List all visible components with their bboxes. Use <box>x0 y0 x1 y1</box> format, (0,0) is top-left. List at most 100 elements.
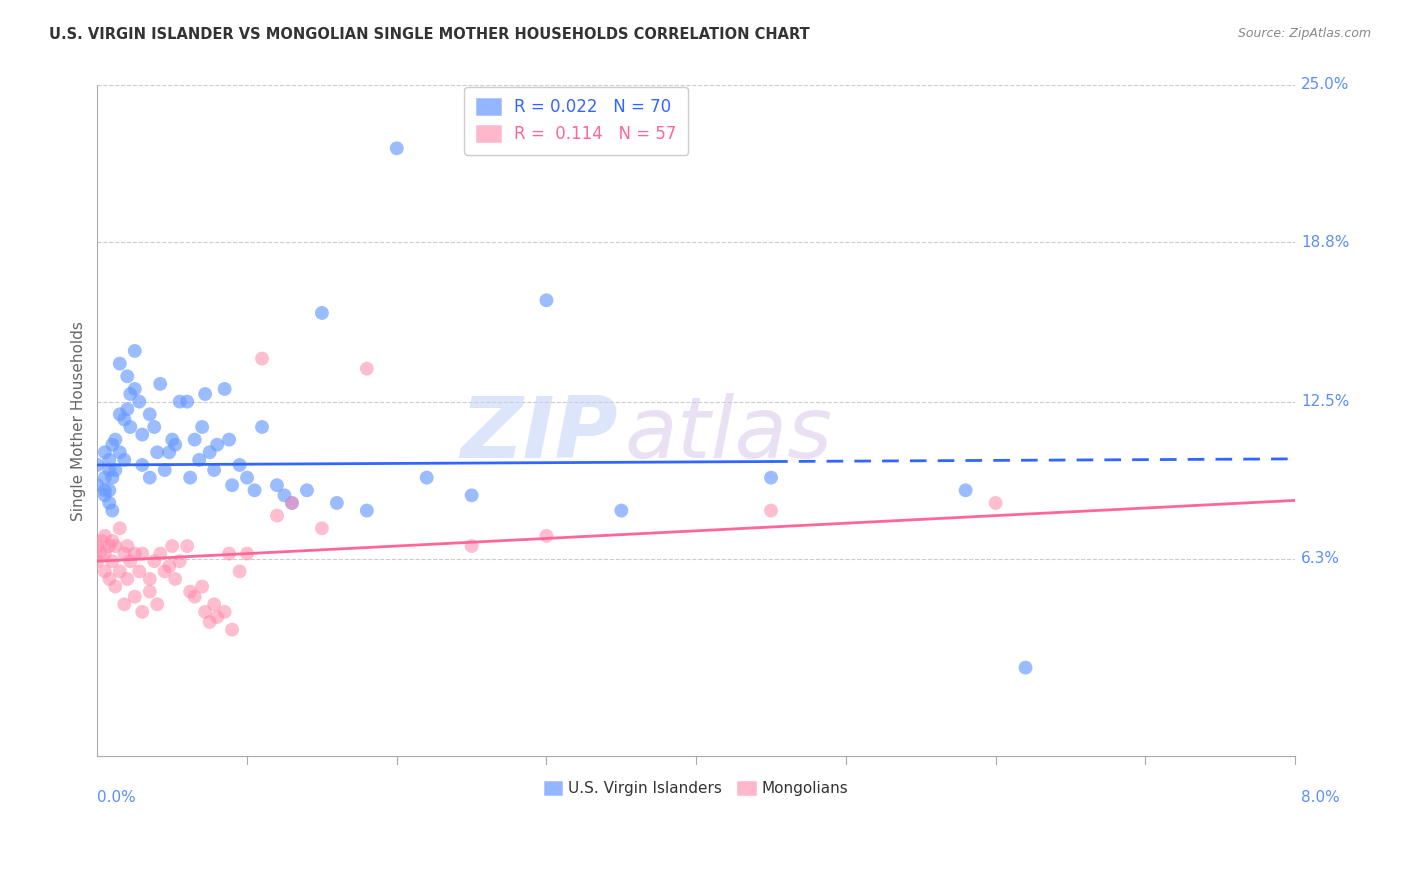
Point <box>104 433 127 447</box>
Point <box>385 141 408 155</box>
Point <box>89 547 111 561</box>
Point <box>536 293 558 308</box>
Point <box>124 382 146 396</box>
Point <box>218 433 240 447</box>
Point <box>160 539 183 553</box>
Point <box>86 478 108 492</box>
Point <box>198 445 221 459</box>
Point <box>104 463 127 477</box>
Point <box>131 458 153 472</box>
Point <box>128 565 150 579</box>
Point <box>94 445 117 459</box>
Point <box>143 420 166 434</box>
Point <box>101 503 124 517</box>
Point <box>460 488 482 502</box>
Point <box>124 343 146 358</box>
Point <box>90 533 112 548</box>
Point <box>250 351 273 366</box>
Point <box>176 394 198 409</box>
Point <box>311 521 333 535</box>
Point <box>228 565 250 579</box>
Point <box>131 427 153 442</box>
Point <box>149 547 172 561</box>
Point <box>191 420 214 434</box>
Point <box>117 539 139 553</box>
Point <box>117 572 139 586</box>
Point <box>326 496 349 510</box>
Point <box>98 453 121 467</box>
Point <box>98 496 121 510</box>
Point <box>759 470 782 484</box>
Point <box>101 554 124 568</box>
Point <box>108 357 131 371</box>
Text: U.S. VIRGIN ISLANDER VS MONGOLIAN SINGLE MOTHER HOUSEHOLDS CORRELATION CHART: U.S. VIRGIN ISLANDER VS MONGOLIAN SINGLE… <box>49 27 810 42</box>
Text: atlas: atlas <box>624 392 832 475</box>
Point <box>98 483 121 498</box>
Point <box>146 597 169 611</box>
Point <box>112 453 135 467</box>
Text: 0.0%: 0.0% <box>97 789 136 805</box>
Point <box>214 605 236 619</box>
Point <box>218 547 240 561</box>
Point <box>139 470 162 484</box>
Point <box>984 496 1007 510</box>
Point <box>131 605 153 619</box>
Point <box>221 623 243 637</box>
Point <box>94 483 117 498</box>
Point <box>101 533 124 548</box>
Point <box>356 361 378 376</box>
Point <box>179 584 201 599</box>
Point <box>281 496 304 510</box>
Point <box>955 483 977 498</box>
Point <box>266 508 288 523</box>
Point <box>112 547 135 561</box>
Point <box>139 407 162 421</box>
Point <box>108 407 131 421</box>
Text: 6.3%: 6.3% <box>1301 551 1340 566</box>
Point <box>139 584 162 599</box>
Point <box>183 433 205 447</box>
Point <box>143 554 166 568</box>
Point <box>169 394 191 409</box>
Point <box>117 369 139 384</box>
Point <box>202 463 225 477</box>
Point <box>179 470 201 484</box>
Point <box>139 572 162 586</box>
Point <box>198 615 221 629</box>
Point <box>108 565 131 579</box>
Point <box>98 572 121 586</box>
Point <box>98 539 121 553</box>
Point <box>759 503 782 517</box>
Point <box>205 438 228 452</box>
Point <box>194 605 217 619</box>
Point <box>101 470 124 484</box>
Point <box>243 483 266 498</box>
Point <box>214 382 236 396</box>
Text: 18.8%: 18.8% <box>1301 235 1350 250</box>
Point <box>120 387 142 401</box>
Point <box>415 470 437 484</box>
Point <box>108 445 131 459</box>
Point <box>146 445 169 459</box>
Text: Source: ZipAtlas.com: Source: ZipAtlas.com <box>1237 27 1371 40</box>
Legend: R = 0.022   N = 70, R =  0.114   N = 57: R = 0.022 N = 70, R = 0.114 N = 57 <box>464 87 689 154</box>
Point <box>108 521 131 535</box>
Point <box>610 503 633 517</box>
Point <box>86 539 108 553</box>
Point <box>86 458 108 472</box>
Point <box>94 488 117 502</box>
Point <box>131 547 153 561</box>
Point <box>101 438 124 452</box>
Point <box>160 433 183 447</box>
Point <box>194 387 217 401</box>
Text: ZIP: ZIP <box>461 392 619 475</box>
Point <box>202 597 225 611</box>
Text: 12.5%: 12.5% <box>1301 394 1350 409</box>
Point <box>124 547 146 561</box>
Point <box>86 554 108 568</box>
Point <box>104 580 127 594</box>
Point <box>311 306 333 320</box>
Point <box>165 572 187 586</box>
Point <box>250 420 273 434</box>
Point <box>183 590 205 604</box>
